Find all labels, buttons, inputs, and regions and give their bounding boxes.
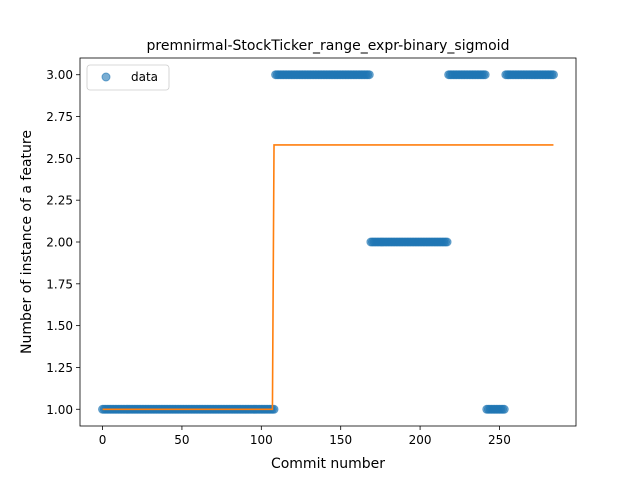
data-point <box>480 70 490 80</box>
y-tick-label: 1.25 <box>46 361 73 375</box>
axes: 0 50 100 150 200 250 1.00 1.25 1.50 1.75 2.00 2.25 2… <box>46 57 577 447</box>
legend-label: data <box>131 70 158 84</box>
data-point <box>442 237 452 247</box>
y-tick-label: 2.25 <box>46 194 73 208</box>
fit-line <box>102 144 554 411</box>
y-tick-label: 1.75 <box>46 277 73 291</box>
data-point <box>499 404 509 414</box>
y-tick-label: 3.00 <box>46 68 73 82</box>
chart-title: premnirmal-StockTicker_range_expr-binary… <box>147 38 510 54</box>
legend: data <box>86 64 170 91</box>
x-tick-label: 250 <box>488 433 511 447</box>
legend-marker <box>101 72 111 82</box>
y-tick-label: 2.50 <box>46 152 73 166</box>
plot-area <box>98 70 558 414</box>
data-point <box>364 70 374 80</box>
y-axis-label: Number of instance of a feature <box>19 130 35 354</box>
x-tick-label: 200 <box>409 433 432 447</box>
x-tick-label: 150 <box>329 433 352 447</box>
y-tick-label: 2.00 <box>46 236 73 250</box>
legend-box <box>86 64 170 91</box>
x-tick-label: 0 <box>99 433 107 447</box>
y-tick-label: 1.00 <box>46 403 73 417</box>
y-tick-label: 2.75 <box>46 110 73 124</box>
y-tick-label: 1.50 <box>46 319 73 333</box>
x-tick-label: 50 <box>174 433 189 447</box>
x-tick-label: 100 <box>250 433 273 447</box>
data-point <box>548 70 558 80</box>
x-axis-label: Commit number <box>271 456 385 472</box>
